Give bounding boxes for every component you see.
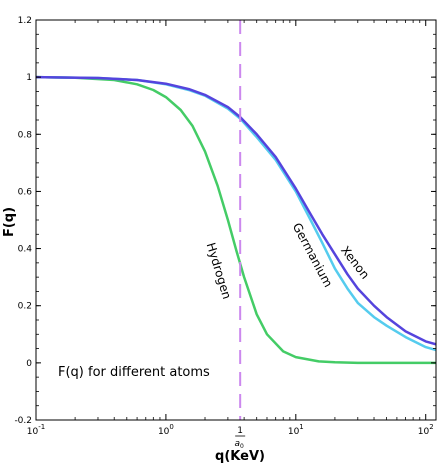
- y-tick-label: 0.6: [18, 187, 33, 197]
- series-line-xenon: [36, 75, 436, 346]
- y-tick-label: 1: [26, 73, 32, 83]
- y-tick-label: 0.2: [18, 302, 32, 312]
- x-tick-label: 101: [288, 423, 304, 437]
- series-label-xenon: Xenon: [338, 243, 372, 281]
- y-tick-label: 0.4: [18, 245, 33, 255]
- y-tick-label: 0.8: [18, 130, 33, 140]
- x-tick-label: 10-1: [27, 423, 45, 437]
- series-line-hydrogen: [36, 75, 436, 365]
- y-tick-label: 1.2: [18, 16, 32, 26]
- x-axis-title: q(KeV): [215, 449, 265, 464]
- y-axis-title: F(q): [2, 207, 17, 237]
- reference-label-numerator: 1: [237, 426, 243, 436]
- reference-label-denominator: a0: [235, 439, 245, 450]
- chart-annotation: F(q) for different atoms: [58, 365, 210, 380]
- reference-line-label: 1a0: [235, 426, 246, 450]
- y-tick-label: 0: [26, 359, 32, 369]
- y-tick-label: -0.2: [14, 416, 32, 426]
- x-tick-label: 100: [158, 423, 174, 437]
- x-tick-label: 102: [418, 423, 434, 437]
- series-label-hydrogen: Hydrogen: [204, 241, 234, 301]
